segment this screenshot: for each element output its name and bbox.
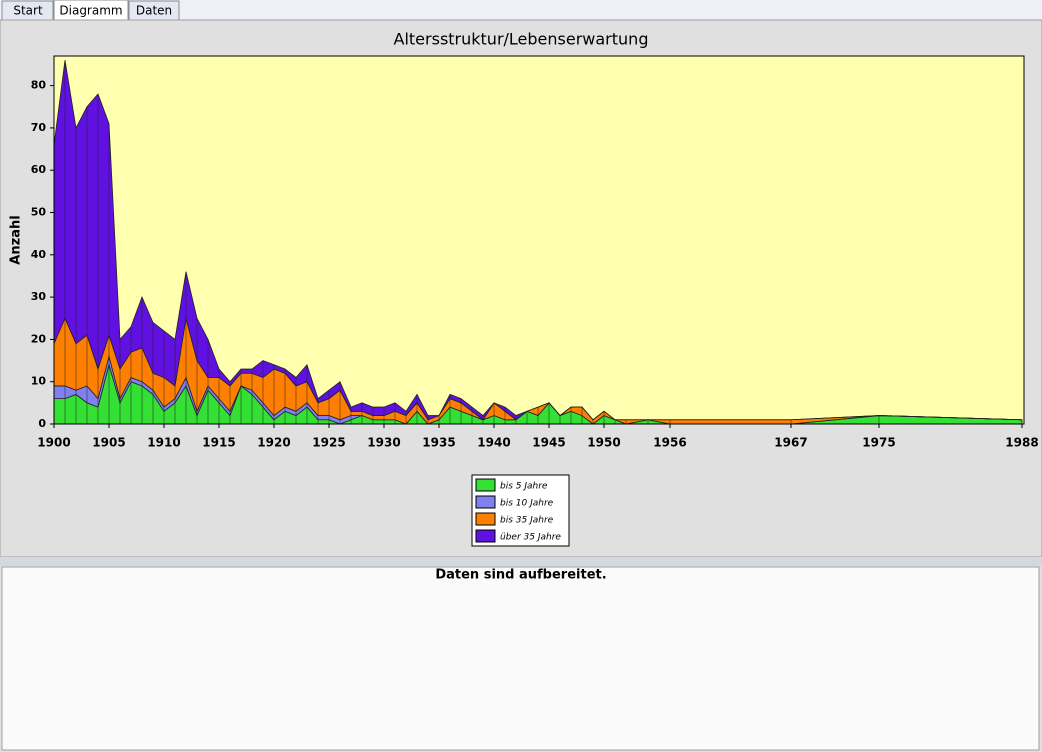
legend-swatch xyxy=(475,495,496,509)
status-panel xyxy=(1,566,1040,751)
x-tick-label: 1930 xyxy=(367,436,400,450)
tab-label: Diagramm xyxy=(59,4,122,18)
x-tick-label: 1988 xyxy=(1005,436,1038,450)
x-tick-label: 1967 xyxy=(774,436,807,450)
legend-swatch xyxy=(475,478,496,492)
x-tick-label: 1915 xyxy=(202,436,235,450)
chart: Altersstruktur/Lebenserwartung Anzahl 0 1… xyxy=(9,30,1039,547)
x-tick-label: 1945 xyxy=(532,436,565,450)
splitter[interactable] xyxy=(0,557,1042,566)
x-tick-label: 1940 xyxy=(477,436,510,450)
y-tick-label: 0 xyxy=(38,417,46,430)
y-tick-label: 40 xyxy=(31,248,47,261)
x-tick-label: 1956 xyxy=(653,436,686,450)
area xyxy=(53,60,1023,421)
y-axis-label: Anzahl xyxy=(9,215,24,264)
plot-border xyxy=(53,55,1025,425)
legend-label: bis 10 Jahre xyxy=(500,499,554,509)
x-tick-label: 1920 xyxy=(257,436,290,450)
x-tick-label: 1910 xyxy=(147,436,180,450)
x-tick-label: 1905 xyxy=(92,436,125,450)
y-tick-label: 30 xyxy=(31,290,47,303)
x-tick-label: 1935 xyxy=(422,436,455,450)
y-tick-label: 20 xyxy=(31,332,47,345)
chart-title: Altersstruktur/Lebenserwartung xyxy=(394,30,649,49)
y-tick-label: 80 xyxy=(31,79,47,92)
x-tick-label: 1900 xyxy=(37,436,70,450)
tab-label: Daten xyxy=(136,4,172,18)
y-tick-label: 60 xyxy=(31,163,47,176)
legend-label: bis 5 Jahre xyxy=(500,482,548,492)
legend-swatch xyxy=(475,512,496,526)
x-tick-label: 1975 xyxy=(862,436,895,450)
legend-swatch xyxy=(475,529,496,543)
y-tick-label: 10 xyxy=(31,375,47,388)
x-tick-label: 1925 xyxy=(312,436,345,450)
x-tick-label: 1950 xyxy=(587,436,620,450)
status-text: Daten sind aufbereitet. xyxy=(435,568,606,583)
tab-label: Start xyxy=(13,4,43,18)
legend-label: über 35 Jahre xyxy=(500,533,561,543)
tab-bar xyxy=(0,0,1042,20)
legend-label: bis 35 Jahre xyxy=(500,516,554,526)
y-tick-label: 50 xyxy=(31,206,47,219)
y-tick-label: 70 xyxy=(31,121,47,134)
